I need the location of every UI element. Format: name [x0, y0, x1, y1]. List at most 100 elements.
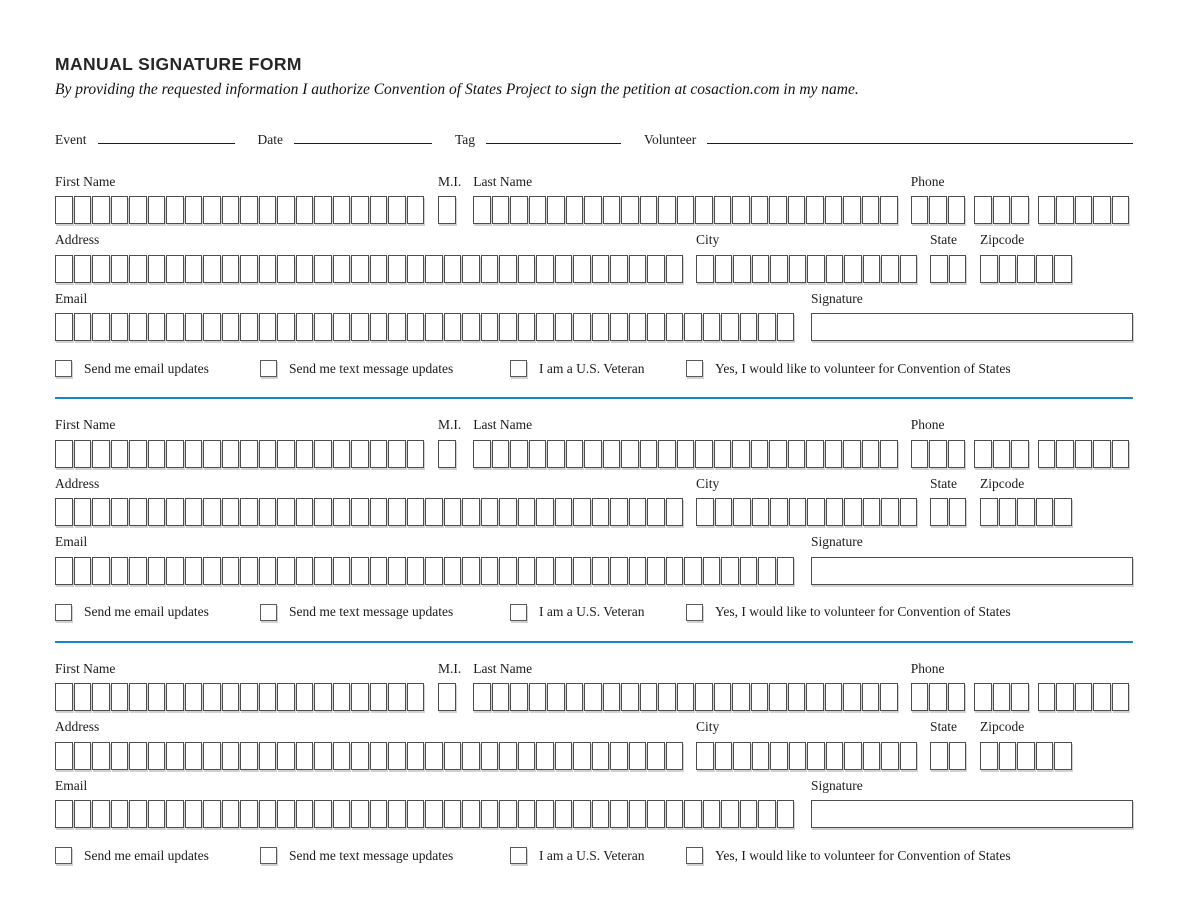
- char-cell[interactable]: [332, 556, 350, 585]
- char-cell[interactable]: [55, 741, 73, 770]
- text-updates-option[interactable]: Send me text message updates: [260, 603, 453, 621]
- char-cell[interactable]: [639, 683, 658, 712]
- char-cell[interactable]: [758, 313, 776, 342]
- char-cell[interactable]: [880, 196, 898, 225]
- char-cell[interactable]: [277, 741, 295, 770]
- char-cell[interactable]: [591, 741, 609, 770]
- char-cell[interactable]: [1017, 498, 1035, 527]
- char-cell[interactable]: [147, 741, 165, 770]
- veteran-option[interactable]: I am a U.S. Veteran: [510, 847, 644, 865]
- volunteer-option[interactable]: Yes, I would like to volunteer for Conve…: [686, 847, 1011, 865]
- char-cell[interactable]: [862, 741, 880, 770]
- char-cell[interactable]: [751, 498, 769, 527]
- char-cell[interactable]: [776, 556, 794, 585]
- char-cell[interactable]: [824, 439, 843, 468]
- char-cell[interactable]: [221, 800, 239, 829]
- char-cell[interactable]: [714, 741, 732, 770]
- char-cell[interactable]: [565, 683, 584, 712]
- char-cell[interactable]: [844, 741, 862, 770]
- char-cell[interactable]: [184, 800, 202, 829]
- char-cell[interactable]: [591, 254, 609, 283]
- char-cell[interactable]: [406, 313, 424, 342]
- char-cell[interactable]: [73, 683, 91, 712]
- char-cell[interactable]: [1054, 254, 1072, 283]
- char-cell[interactable]: [92, 254, 110, 283]
- char-cell[interactable]: [480, 254, 498, 283]
- char-cell[interactable]: [277, 254, 295, 283]
- char-cell[interactable]: [510, 683, 528, 712]
- event-write-line[interactable]: [97, 142, 235, 145]
- char-cell[interactable]: [184, 254, 202, 283]
- char-cell[interactable]: [443, 800, 461, 829]
- char-cell[interactable]: [739, 556, 757, 585]
- char-cell[interactable]: [824, 683, 843, 712]
- char-cell[interactable]: [628, 254, 646, 283]
- char-cell[interactable]: [258, 498, 276, 527]
- char-cell[interactable]: [930, 254, 948, 283]
- char-cell[interactable]: [295, 439, 313, 468]
- char-cell[interactable]: [1035, 741, 1053, 770]
- char-cell[interactable]: [184, 556, 202, 585]
- char-cell[interactable]: [147, 498, 165, 527]
- char-cell[interactable]: [129, 556, 147, 585]
- char-cell[interactable]: [388, 741, 406, 770]
- char-cell[interactable]: [861, 683, 880, 712]
- char-cell[interactable]: [695, 439, 713, 468]
- char-cell[interactable]: [332, 254, 350, 283]
- char-cell[interactable]: [184, 439, 202, 468]
- char-cell[interactable]: [547, 439, 565, 468]
- char-cell[interactable]: [591, 800, 609, 829]
- char-cell[interactable]: [203, 439, 221, 468]
- char-cell[interactable]: [713, 439, 732, 468]
- char-cell[interactable]: [684, 556, 702, 585]
- veteran-checkbox[interactable]: [510, 603, 527, 621]
- char-cell[interactable]: [240, 439, 258, 468]
- char-cell[interactable]: [166, 556, 184, 585]
- char-cell[interactable]: [602, 683, 621, 712]
- char-cell[interactable]: [110, 800, 128, 829]
- char-cell[interactable]: [639, 439, 658, 468]
- char-cell[interactable]: [787, 196, 806, 225]
- char-cell[interactable]: [295, 313, 313, 342]
- char-cell[interactable]: [425, 800, 443, 829]
- char-cell[interactable]: [92, 556, 110, 585]
- char-cell[interactable]: [166, 683, 184, 712]
- char-cell[interactable]: [388, 196, 406, 225]
- char-cell[interactable]: [388, 439, 406, 468]
- char-cell[interactable]: [221, 741, 239, 770]
- char-cell[interactable]: [536, 254, 554, 283]
- char-cell[interactable]: [665, 741, 683, 770]
- char-cell[interactable]: [258, 800, 276, 829]
- char-cell[interactable]: [166, 313, 184, 342]
- char-cell[interactable]: [714, 498, 732, 527]
- char-cell[interactable]: [610, 313, 628, 342]
- char-cell[interactable]: [369, 556, 387, 585]
- char-cell[interactable]: [1037, 196, 1056, 225]
- char-cell[interactable]: [351, 683, 369, 712]
- char-cell[interactable]: [480, 556, 498, 585]
- char-cell[interactable]: [947, 439, 966, 468]
- email-updates-option[interactable]: Send me email updates: [55, 603, 209, 621]
- char-cell[interactable]: [702, 556, 720, 585]
- char-cell[interactable]: [770, 254, 788, 283]
- char-cell[interactable]: [980, 741, 998, 770]
- char-cell[interactable]: [166, 498, 184, 527]
- char-cell[interactable]: [639, 196, 658, 225]
- char-cell[interactable]: [92, 498, 110, 527]
- char-cell[interactable]: [665, 254, 683, 283]
- char-cell[interactable]: [166, 439, 184, 468]
- char-cell[interactable]: [733, 254, 751, 283]
- char-cell[interactable]: [750, 439, 769, 468]
- char-cell[interactable]: [332, 439, 350, 468]
- char-cell[interactable]: [554, 498, 572, 527]
- char-cell[interactable]: [388, 313, 406, 342]
- char-cell[interactable]: [129, 196, 147, 225]
- char-cell[interactable]: [240, 556, 258, 585]
- text-updates-checkbox[interactable]: [260, 847, 277, 865]
- char-cell[interactable]: [910, 683, 929, 712]
- char-cell[interactable]: [881, 498, 899, 527]
- char-cell[interactable]: [573, 800, 591, 829]
- char-cell[interactable]: [1111, 196, 1130, 225]
- char-cell[interactable]: [684, 313, 702, 342]
- char-cell[interactable]: [277, 683, 295, 712]
